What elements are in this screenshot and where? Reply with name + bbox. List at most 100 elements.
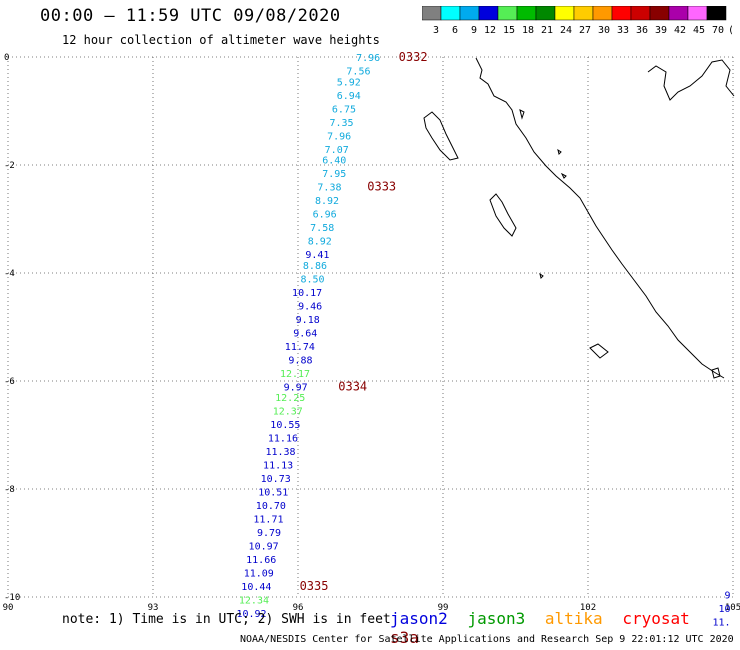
legend-swatch [706, 6, 727, 21]
island-nias [489, 193, 517, 237]
island-small-3 [560, 172, 567, 179]
legend-label: 12 [484, 25, 496, 36]
wave-height-value: 7.35 [329, 118, 353, 129]
island-small-1 [519, 109, 525, 120]
wave-height-value: 7.56 [346, 67, 370, 78]
sat-cryosat: cryosat [622, 609, 690, 628]
pass-time-label: 0332 [399, 50, 428, 64]
legend-label: 6 [452, 25, 458, 36]
wave-height-value: 10.70 [256, 501, 286, 512]
wave-height-value: 9.18 [296, 315, 320, 326]
wave-height-value: 10.73 [261, 474, 291, 485]
wave-height-value: 7.07 [325, 145, 349, 156]
legend-label: 33 [617, 25, 629, 36]
legend-label: 70 [712, 25, 724, 36]
wave-height-value: 8.92 [315, 196, 339, 207]
wave-height-value: 12.25 [275, 393, 305, 404]
legend-label: 24 [560, 25, 572, 36]
wave-height-value: 12.17 [280, 369, 310, 380]
sat-altika: altika [544, 609, 603, 628]
pass-time-label: 0334 [338, 379, 367, 393]
pass-time-label: 0333 [367, 180, 396, 194]
sat-s3a: s3a [390, 628, 419, 647]
legend-label: 15 [503, 25, 515, 36]
wave-height-value: 11.71 [253, 515, 283, 526]
wave-height-value: 11.38 [265, 447, 295, 458]
wave-height-value: 7.96 [327, 131, 351, 142]
lon-tick-label: 90 [3, 603, 14, 613]
lon-tick-label: 96 [293, 603, 304, 613]
wave-height-value: 9 [725, 590, 731, 601]
legend-label: 27 [579, 25, 591, 36]
sat-jason2: jason2 [390, 609, 448, 628]
lon-tick-label: 99 [438, 603, 449, 613]
legend-label: 42 [674, 25, 686, 36]
legend-label: 36 [636, 25, 648, 36]
wave-height-value: 9.79 [257, 528, 281, 539]
sumatra-coast [475, 57, 725, 379]
lon-tick-label: 105 [725, 603, 740, 613]
wave-height-value: 6.96 [313, 210, 337, 221]
wave-height-value: 10.51 [258, 488, 288, 499]
wave-height-value: 10.92 [236, 609, 266, 620]
legend-label: 3 [433, 25, 439, 36]
malaysia-coast [647, 59, 735, 101]
wave-height-value: 7.96 [356, 53, 380, 64]
footer-credit: NOAA/NESDIS Center for Satellite Applica… [240, 634, 734, 645]
wave-height-value: 12.37 [273, 407, 303, 418]
wave-height-value: 11.74 [285, 342, 315, 353]
wave-height-value: 6.75 [332, 104, 356, 115]
lat-lon-grid: 90 93 96 99 102 105 0 -2 -4 -6 -8 -10 [3, 53, 740, 613]
wave-height-value: 12.34 [239, 596, 269, 607]
legend-label: 18 [522, 25, 534, 36]
lat-tick-label: -6 [4, 377, 15, 387]
island-mentawai [589, 343, 609, 359]
legend-label: 30 [598, 25, 610, 36]
wave-height-value: 7.58 [310, 223, 334, 234]
wave-height-value: 7.95 [322, 169, 346, 180]
wave-height-value: 5.92 [337, 77, 361, 88]
lon-tick-label: 102 [580, 603, 596, 613]
wave-height-value: 10.44 [241, 582, 271, 593]
wave-height-value: 9.97 [284, 382, 308, 393]
wave-height-value: 10.97 [249, 542, 279, 553]
island-simeulue [423, 111, 459, 161]
island-small-5 [539, 272, 544, 279]
wave-height-value: 11.16 [268, 434, 298, 445]
coastline [423, 57, 735, 379]
pass-time-label: 0335 [300, 579, 329, 593]
wave-height-value: 8.86 [303, 261, 327, 272]
satellite-legend: jason2 jason3 altika cryosat s3a [390, 609, 740, 647]
wave-height-value: 9.88 [288, 355, 312, 366]
island-small-4 [711, 367, 721, 379]
lat-tick-label: 0 [4, 53, 9, 63]
wave-height-value: 6.94 [337, 91, 361, 102]
wave-height-value: 10.55 [270, 420, 300, 431]
wave-height-value: 8.50 [300, 274, 324, 285]
wave-height-value: 6.40 [322, 156, 346, 167]
wave-height-value: 9.46 [298, 301, 322, 312]
wave-height-value: 11.09 [244, 569, 274, 580]
lat-tick-label: -2 [4, 161, 15, 171]
wave-height-value: 9.41 [305, 250, 329, 261]
lon-tick-label: 93 [148, 603, 159, 613]
note-text: note: 1) Time is in UTC; 2) SWH is in fe… [62, 612, 391, 627]
island-small-2 [557, 148, 562, 155]
map-subtitle: 12 hour collection of altimeter wave hei… [62, 33, 380, 47]
legend-unit: (ft) [728, 25, 732, 36]
time-labels: 0332 0333 0334 0335 [300, 50, 428, 593]
legend-label: 39 [655, 25, 667, 36]
wave-height-value: 8.92 [308, 237, 332, 248]
wave-height-value: 10 [719, 604, 731, 615]
lat-tick-label: -8 [4, 485, 15, 495]
legend-label: 21 [541, 25, 553, 36]
wave-height-value: 11. [713, 617, 731, 628]
wave-height-value: 7.38 [317, 183, 341, 194]
wave-points: 7.96 7.565.92 6.94 6.75 7.35 7.96 7.076.40 7.95… [236, 53, 730, 628]
legend-label: 45 [693, 25, 705, 36]
sat-jason3: jason3 [467, 609, 526, 628]
wave-height-value: 9.64 [293, 328, 317, 339]
wave-height-value: 10.17 [292, 288, 322, 299]
